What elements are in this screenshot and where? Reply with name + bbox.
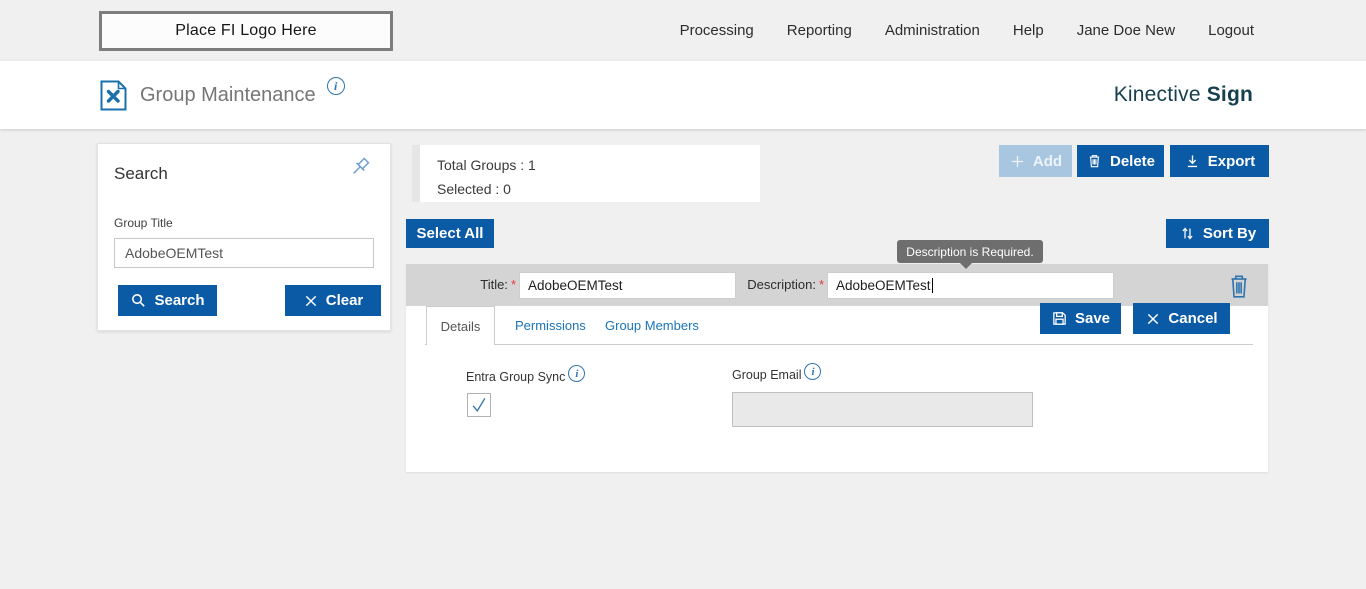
brand-product: Sign (1206, 83, 1253, 106)
cancel-button-label: Cancel (1168, 310, 1218, 327)
page-title-info-icon[interactable]: i (326, 77, 345, 95)
nav-item-user[interactable]: Jane Doe New (1076, 22, 1176, 39)
fi-logo-placeholder: Place FI Logo Here (99, 11, 393, 51)
clear-x-icon (305, 295, 316, 306)
export-button[interactable]: Export (1170, 145, 1269, 177)
title-required-asterisk: * (510, 277, 516, 292)
entra-group-sync-label: Entra Group Sync i (466, 365, 586, 387)
pin-icon[interactable] (348, 155, 372, 179)
nav-item-reporting[interactable]: Reporting (786, 22, 852, 39)
delete-button[interactable]: Delete (1077, 145, 1164, 177)
brand-name: Kinective (1113, 83, 1201, 106)
group-title-label: Group Title (114, 216, 173, 230)
group-email-info-icon[interactable]: i (804, 363, 822, 380)
group-email-label: Group Email i (732, 363, 822, 385)
description-field-label: Description: * (747, 277, 824, 292)
nav-item-administration[interactable]: Administration (884, 22, 980, 39)
title-input[interactable] (519, 272, 736, 299)
top-nav: Processing Reporting Administration Help… (680, 0, 1254, 61)
nav-item-logout[interactable]: Logout (1208, 22, 1254, 39)
cancel-x-icon (1148, 313, 1159, 324)
search-button[interactable]: Search (118, 285, 217, 316)
total-groups-text: Total Groups : 1 (437, 157, 536, 173)
description-required-asterisk: * (818, 277, 824, 292)
add-button[interactable]: Add (999, 145, 1072, 177)
delete-button-label: Delete (1109, 152, 1156, 170)
maintenance-doc-icon (100, 80, 127, 111)
save-button-label: Save (1074, 310, 1111, 327)
validation-tooltip: Description is Required. (897, 240, 1043, 263)
clear-button[interactable]: Clear (285, 285, 381, 316)
description-input[interactable]: AdobeOEMTest (827, 272, 1114, 299)
sort-by-button[interactable]: Sort By (1166, 219, 1269, 248)
save-button[interactable]: Save (1040, 303, 1121, 334)
search-icon (132, 294, 146, 307)
selected-count-text: Selected : 0 (437, 181, 511, 197)
text-cursor (931, 278, 934, 293)
entra-group-sync-info-icon[interactable]: i (568, 365, 586, 382)
clear-button-label: Clear (325, 292, 364, 309)
groups-summary: Total Groups : 1 Selected : 0 (420, 145, 760, 202)
export-button-label: Export (1207, 152, 1256, 170)
plus-icon (1011, 155, 1024, 167)
cancel-button[interactable]: Cancel (1133, 303, 1230, 334)
check-icon (472, 397, 486, 412)
entra-group-sync-checkbox[interactable] (467, 393, 491, 417)
page-header-band: Group Maintenance i Kinective Sign (0, 61, 1366, 129)
group-title-input[interactable] (114, 238, 374, 268)
search-button-label: Search (154, 292, 205, 309)
summary-left-strip (412, 145, 420, 202)
title-field-label: Title: * (480, 277, 516, 292)
select-all-label: Select All (416, 225, 484, 242)
top-bar: Place FI Logo Here Processing Reporting … (0, 0, 1366, 61)
brand-logo: Kinective Sign (1114, 61, 1253, 129)
description-input-value: AdobeOEMTest (836, 278, 931, 293)
search-panel-title: Search (114, 164, 168, 183)
sort-icon (1182, 227, 1193, 240)
row-trash-icon[interactable] (1226, 272, 1252, 300)
search-panel: Search Group Title Search Clear (97, 143, 391, 331)
save-icon (1053, 312, 1066, 325)
tab-group-members[interactable]: Group Members (605, 317, 699, 333)
select-all-button[interactable]: Select All (406, 219, 494, 248)
tab-divider-line (425, 344, 1253, 345)
tab-permissions[interactable]: Permissions (515, 317, 586, 333)
add-button-label: Add (1032, 152, 1063, 170)
page-title: Group Maintenance (140, 83, 316, 106)
fi-logo-text: Place FI Logo Here (175, 22, 317, 39)
group-row-header: Title:* Description:* AdobeOEMTest (406, 264, 1268, 306)
nav-item-help[interactable]: Help (1012, 22, 1044, 39)
nav-item-processing[interactable]: Processing (679, 22, 754, 39)
group-edit-card: Title:* Description:* AdobeOEMTest Detai… (406, 264, 1268, 472)
tab-details[interactable]: Details (426, 306, 495, 345)
group-email-input[interactable] (732, 392, 1033, 427)
trash-icon (1089, 155, 1100, 168)
validation-tooltip-arrow (959, 262, 973, 269)
download-icon (1187, 154, 1197, 167)
page-title-row: Group Maintenance i (100, 61, 345, 129)
sort-by-label: Sort By (1202, 225, 1257, 242)
